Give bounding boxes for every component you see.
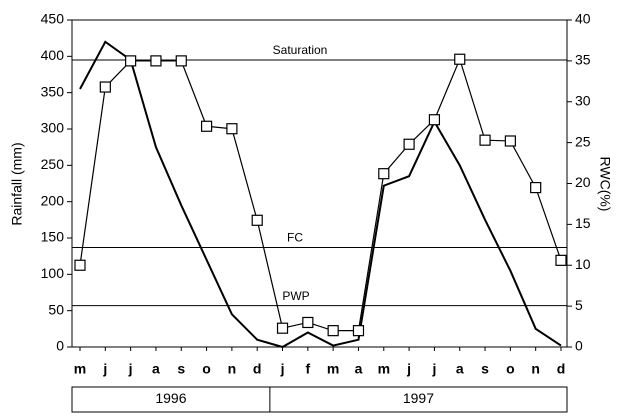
y-axis-label: Rainfall (mm) bbox=[9, 142, 25, 225]
y-tick-label: 250 bbox=[41, 156, 65, 172]
x-tick-label: a bbox=[456, 361, 464, 377]
data-point bbox=[200, 120, 213, 132]
y2-tick-label: 20 bbox=[575, 174, 591, 190]
year-label: 1996 bbox=[155, 390, 186, 406]
data-point bbox=[276, 322, 289, 334]
x-tick-label: s bbox=[481, 361, 489, 377]
x-tick-label: n bbox=[228, 361, 237, 377]
x-tick-label: j bbox=[431, 361, 436, 377]
x-tick-label: j bbox=[128, 361, 133, 377]
data-point bbox=[530, 181, 542, 194]
data-point bbox=[403, 138, 415, 150]
data-point bbox=[352, 325, 365, 337]
data-point bbox=[454, 53, 466, 65]
data-point bbox=[327, 325, 339, 337]
y2-tick-label: 15 bbox=[575, 215, 591, 231]
y-tick-label: 50 bbox=[48, 301, 64, 317]
y-tick-label: 350 bbox=[41, 83, 65, 99]
y2-tick-label: 30 bbox=[575, 92, 591, 108]
data-point bbox=[99, 81, 111, 93]
x-tick-label: f bbox=[306, 361, 311, 377]
x-tick-label: d bbox=[557, 361, 566, 377]
plot-frame bbox=[71, 19, 568, 348]
y2-tick-label: 0 bbox=[575, 338, 583, 354]
y2-tick-label: 10 bbox=[575, 256, 591, 272]
y-tick-label: 400 bbox=[41, 47, 65, 63]
series-line bbox=[79, 57, 562, 332]
data-point bbox=[302, 316, 314, 329]
data-point bbox=[74, 259, 86, 271]
year-label: 1997 bbox=[403, 390, 434, 406]
y2-tick-label: 35 bbox=[575, 52, 591, 68]
data-point bbox=[479, 134, 491, 146]
y2-tick-label: 25 bbox=[575, 133, 591, 149]
x-tick-label: j bbox=[406, 361, 411, 377]
data-point bbox=[555, 254, 567, 266]
y2-tick-label: 40 bbox=[575, 11, 591, 27]
x-tick-label: m bbox=[74, 361, 86, 377]
data-point bbox=[226, 123, 238, 135]
reference-label: FC bbox=[287, 231, 303, 245]
data-point bbox=[175, 55, 187, 67]
x-tick-label: a bbox=[355, 361, 363, 377]
data-point bbox=[150, 55, 162, 67]
data-point bbox=[378, 168, 390, 180]
y-tick-label: 450 bbox=[41, 11, 65, 27]
x-tick-label: o bbox=[506, 361, 515, 377]
x-tick-label: o bbox=[202, 361, 211, 377]
reference-label: PWP bbox=[282, 289, 309, 303]
data-point bbox=[251, 214, 263, 226]
data-point bbox=[504, 135, 516, 147]
data-point bbox=[428, 114, 441, 126]
y-tick-label: 0 bbox=[56, 338, 64, 354]
x-tick-label: s bbox=[177, 361, 185, 377]
reference-label: Saturation bbox=[273, 43, 328, 57]
y-tick-label: 100 bbox=[41, 265, 65, 281]
x-tick-label: j bbox=[280, 361, 285, 377]
year-box bbox=[71, 386, 568, 413]
series-line bbox=[79, 40, 562, 349]
x-tick-label: d bbox=[253, 361, 262, 377]
x-tick-label: m bbox=[327, 361, 339, 377]
x-tick-label: m bbox=[378, 361, 390, 377]
y2-tick-label: 5 bbox=[575, 297, 583, 313]
data-point bbox=[125, 55, 137, 67]
x-tick-label: a bbox=[152, 361, 160, 377]
x-tick-label: j bbox=[102, 361, 107, 377]
y-tick-label: 150 bbox=[41, 229, 65, 245]
y2-axis-label: RWC(%) bbox=[597, 157, 613, 212]
y-tick-label: 300 bbox=[41, 120, 65, 136]
y-tick-label: 200 bbox=[41, 192, 65, 208]
x-tick-label: n bbox=[531, 361, 540, 377]
